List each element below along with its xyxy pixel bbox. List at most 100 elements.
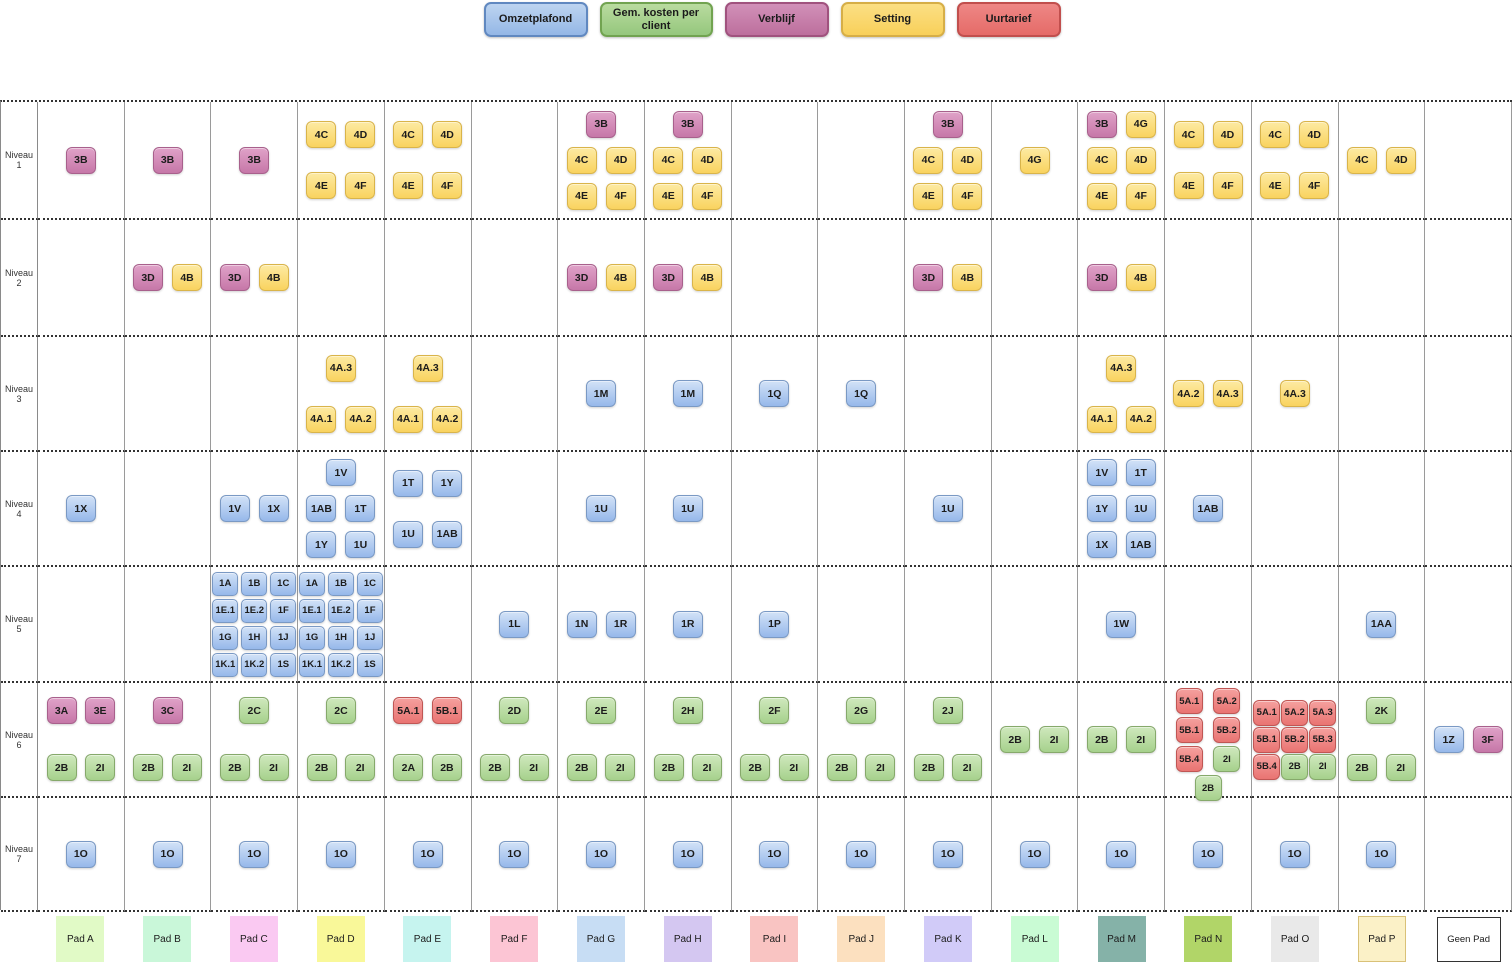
chip-4d[interactable]: 4D xyxy=(345,121,376,148)
chip-2i[interactable]: 2I xyxy=(1309,753,1337,780)
chip-1o[interactable]: 1O xyxy=(1193,840,1224,868)
chip-1y[interactable]: 1Y xyxy=(1086,495,1117,522)
chip-1z[interactable]: 1Z xyxy=(1433,726,1464,753)
chip-1t[interactable]: 1T xyxy=(1125,459,1156,486)
chip-1o[interactable]: 1O xyxy=(65,840,96,868)
chip-5a-2[interactable]: 5A.2 xyxy=(1213,688,1241,714)
chip-5b-3[interactable]: 5B.3 xyxy=(1309,726,1337,753)
chip-2i[interactable]: 2I xyxy=(1125,726,1156,753)
chip-2e[interactable]: 2E xyxy=(586,697,617,724)
chip-4d[interactable]: 4D xyxy=(1212,121,1243,148)
chip-4a-2[interactable]: 4A.2 xyxy=(345,405,376,433)
chip-2b[interactable]: 2B xyxy=(826,754,857,781)
chip-3b[interactable]: 3B xyxy=(672,110,703,138)
chip-2i[interactable]: 2I xyxy=(1213,746,1241,772)
chip-2i[interactable]: 2I xyxy=(865,754,896,781)
chip-4d[interactable]: 4D xyxy=(952,146,983,174)
chip-2a[interactable]: 2A xyxy=(393,754,424,781)
chip-2g[interactable]: 2G xyxy=(846,697,877,724)
chip-2b[interactable]: 2B xyxy=(219,754,250,781)
chip-1o[interactable]: 1O xyxy=(1366,840,1397,868)
chip-5a-2[interactable]: 5A.2 xyxy=(1281,699,1309,726)
chip-4e[interactable]: 4E xyxy=(306,172,337,199)
chip-2f[interactable]: 2F xyxy=(759,697,790,724)
chip-2b[interactable]: 2B xyxy=(913,754,944,781)
chip-2b[interactable]: 2B xyxy=(1281,753,1309,780)
chip-3d[interactable]: 3D xyxy=(219,264,250,291)
chip-2i[interactable]: 2I xyxy=(1385,754,1416,781)
chip-3d[interactable]: 3D xyxy=(1086,264,1117,291)
chip-1k-2[interactable]: 1K.2 xyxy=(327,652,354,677)
chip-1g[interactable]: 1G xyxy=(212,625,239,650)
chip-2c[interactable]: 2C xyxy=(239,697,270,724)
chip-4b[interactable]: 4B xyxy=(172,264,203,291)
chip-4d[interactable]: 4D xyxy=(432,121,463,148)
chip-3b[interactable]: 3B xyxy=(1086,110,1117,138)
chip-1j[interactable]: 1J xyxy=(356,625,383,650)
chip-3c[interactable]: 3C xyxy=(152,697,183,724)
chip-1ab[interactable]: 1AB xyxy=(1193,495,1224,522)
chip-1c[interactable]: 1C xyxy=(270,571,297,596)
chip-4e[interactable]: 4E xyxy=(1260,172,1291,199)
chip-1o[interactable]: 1O xyxy=(932,840,963,868)
chip-3e[interactable]: 3E xyxy=(85,697,116,724)
chip-1k-1[interactable]: 1K.1 xyxy=(298,652,325,677)
chip-3d[interactable]: 3D xyxy=(133,264,164,291)
chip-2b[interactable]: 2B xyxy=(480,754,511,781)
chip-1p[interactable]: 1P xyxy=(759,610,790,638)
chip-1o[interactable]: 1O xyxy=(586,840,617,868)
chip-4a-2[interactable]: 4A.2 xyxy=(432,405,463,433)
chip-1y[interactable]: 1Y xyxy=(432,469,463,497)
chip-5a-1[interactable]: 5A.1 xyxy=(1175,688,1203,714)
chip-4a-3[interactable]: 4A.3 xyxy=(412,354,443,382)
chip-1t[interactable]: 1T xyxy=(345,495,376,522)
chip-1e-1[interactable]: 1E.1 xyxy=(298,598,325,623)
chip-4a-2[interactable]: 4A.2 xyxy=(1173,380,1204,407)
chip-1x[interactable]: 1X xyxy=(1086,531,1117,558)
chip-1f[interactable]: 1F xyxy=(356,598,383,623)
chip-4c[interactable]: 4C xyxy=(653,146,684,174)
chip-1o[interactable]: 1O xyxy=(1019,840,1050,868)
chip-1e-2[interactable]: 1E.2 xyxy=(327,598,354,623)
chip-4b[interactable]: 4B xyxy=(1125,264,1156,291)
chip-4f[interactable]: 4F xyxy=(1125,182,1156,210)
chip-1q[interactable]: 1Q xyxy=(846,380,877,407)
chip-3b[interactable]: 3B xyxy=(932,110,963,138)
chip-4c[interactable]: 4C xyxy=(1173,121,1204,148)
chip-1v[interactable]: 1V xyxy=(325,459,356,486)
chip-2c[interactable]: 2C xyxy=(325,697,356,724)
chip-4e[interactable]: 4E xyxy=(1086,182,1117,210)
chip-4f[interactable]: 4F xyxy=(345,172,376,199)
chip-4e[interactable]: 4E xyxy=(393,172,424,199)
chip-4c[interactable]: 4C xyxy=(393,121,424,148)
chip-1a[interactable]: 1A xyxy=(212,571,239,596)
chip-2i[interactable]: 2I xyxy=(778,754,809,781)
chip-2k[interactable]: 2K xyxy=(1366,697,1397,724)
chip-1o[interactable]: 1O xyxy=(499,840,530,868)
chip-1a[interactable]: 1A xyxy=(298,571,325,596)
chip-1j[interactable]: 1J xyxy=(270,625,297,650)
chip-1u[interactable]: 1U xyxy=(1125,495,1156,522)
chip-2b[interactable]: 2B xyxy=(1194,775,1222,801)
chip-1s[interactable]: 1S xyxy=(356,652,383,677)
chip-1ab[interactable]: 1AB xyxy=(1125,531,1156,558)
chip-1n[interactable]: 1N xyxy=(566,610,597,638)
chip-1u[interactable]: 1U xyxy=(393,520,424,548)
chip-2b[interactable]: 2B xyxy=(1347,754,1378,781)
legend-button-omzetplafond[interactable]: Omzetplafond xyxy=(483,2,588,37)
chip-2i[interactable]: 2I xyxy=(85,754,116,781)
chip-2i[interactable]: 2I xyxy=(1039,726,1070,753)
chip-4b[interactable]: 4B xyxy=(258,264,289,291)
chip-5b-4[interactable]: 5B.4 xyxy=(1175,746,1203,772)
chip-1m[interactable]: 1M xyxy=(586,380,617,407)
chip-4c[interactable]: 4C xyxy=(1086,146,1117,174)
chip-4f[interactable]: 4F xyxy=(692,182,723,210)
chip-5a-1[interactable]: 5A.1 xyxy=(1253,699,1281,726)
chip-4c[interactable]: 4C xyxy=(306,121,337,148)
chip-5b-4[interactable]: 5B.4 xyxy=(1253,753,1281,780)
chip-4a-1[interactable]: 4A.1 xyxy=(1086,405,1117,433)
chip-5a-3[interactable]: 5A.3 xyxy=(1309,699,1337,726)
chip-3d[interactable]: 3D xyxy=(653,264,684,291)
chip-1s[interactable]: 1S xyxy=(270,652,297,677)
chip-2j[interactable]: 2J xyxy=(932,697,963,724)
